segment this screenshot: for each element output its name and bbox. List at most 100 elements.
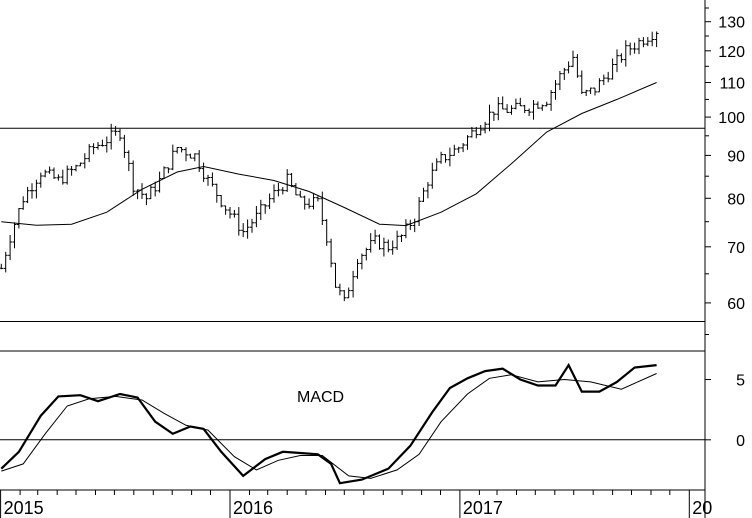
x-tick-label: 2016 bbox=[233, 498, 273, 518]
ohlc-bar-148 bbox=[650, 31, 655, 47]
ohlc-bar-25 bbox=[109, 123, 114, 150]
ohlc-bar-60 bbox=[263, 204, 268, 214]
ohlc-bar-52 bbox=[228, 207, 232, 219]
price-y-tick-label: 110 bbox=[719, 76, 745, 93]
ohlc-bar-69 bbox=[302, 195, 307, 210]
ohlc-bar-23 bbox=[100, 139, 105, 147]
ohlc-bar-32 bbox=[140, 183, 144, 199]
ohlc-bar-91 bbox=[399, 234, 404, 242]
ohlc-bar-36 bbox=[157, 171, 162, 193]
ohlc-bar-117 bbox=[513, 98, 518, 110]
moving-average-line bbox=[1, 82, 657, 227]
ohlc-bar-90 bbox=[395, 230, 400, 250]
ohlc-bar-138 bbox=[606, 71, 611, 83]
ohlc-bar-105 bbox=[461, 143, 466, 153]
ohlc-bar-44 bbox=[192, 153, 197, 162]
ohlc-bar-50 bbox=[219, 195, 224, 208]
ohlc-bar-1 bbox=[3, 251, 8, 273]
ohlc-bar-78 bbox=[342, 290, 347, 302]
price-horizontal-lines bbox=[0, 127, 705, 322]
ohlc-bar-130 bbox=[571, 50, 575, 68]
ohlc-bar-20 bbox=[87, 144, 92, 163]
ohlc-bar-18 bbox=[78, 162, 83, 167]
ohlc-bar-147 bbox=[645, 37, 650, 47]
ohlc-bar-86 bbox=[377, 234, 382, 250]
ohlc-bar-83 bbox=[364, 247, 369, 261]
ohlc-bar-65 bbox=[285, 169, 290, 192]
ohlc-bar-61 bbox=[267, 193, 272, 210]
ohlc-bar-76 bbox=[333, 262, 338, 288]
ohlc-bar-100 bbox=[439, 151, 444, 164]
ohlc-bar-128 bbox=[562, 67, 567, 80]
ohlc-bar-133 bbox=[584, 89, 589, 96]
ohlc-bar-26 bbox=[113, 126, 118, 136]
x-tick-label: 2017 bbox=[463, 498, 503, 518]
ohlc-bar-101 bbox=[443, 154, 448, 163]
ohlc-bar-107 bbox=[469, 127, 474, 138]
ohlc-bar-85 bbox=[373, 229, 378, 244]
price-y-tick-label: 100 bbox=[718, 110, 745, 127]
ohlc-bar-67 bbox=[293, 183, 298, 196]
ohlc-bar-63 bbox=[276, 183, 281, 197]
ohlc-bar-53 bbox=[232, 209, 237, 218]
ohlc-bar-29 bbox=[126, 150, 131, 172]
ohlc-bar-97 bbox=[425, 182, 430, 199]
ohlc-bar-12 bbox=[52, 167, 56, 179]
ohlc-bar-112 bbox=[491, 111, 496, 121]
ohlc-bar-35 bbox=[153, 181, 158, 197]
ohlc-bar-45 bbox=[197, 150, 202, 172]
ohlc-bar-49 bbox=[214, 183, 219, 203]
ohlc-bar-123 bbox=[540, 104, 545, 111]
ohlc-bar-102 bbox=[447, 147, 452, 167]
macd-y-tick-label: 0 bbox=[736, 433, 745, 450]
signal-line bbox=[1, 373, 657, 479]
ohlc-bar-57 bbox=[250, 218, 254, 233]
ohlc-bar-24 bbox=[104, 136, 109, 153]
macd-y-axis: 05 bbox=[705, 373, 745, 450]
ohlc-bar-119 bbox=[522, 104, 527, 114]
ohlc-bar-139 bbox=[610, 58, 615, 80]
ohlc-bar-120 bbox=[527, 108, 532, 117]
ohlc-bar-14 bbox=[60, 169, 65, 185]
ohlc-bar-145 bbox=[637, 37, 641, 55]
ohlc-bar-72 bbox=[315, 196, 320, 202]
ohlc-bar-94 bbox=[412, 218, 417, 233]
ohlc-bar-48 bbox=[210, 172, 215, 187]
ohlc-bar-134 bbox=[588, 87, 593, 94]
ohlc-bar-41 bbox=[179, 147, 184, 153]
ohlc-bar-96 bbox=[421, 187, 426, 202]
ohlc-bar-132 bbox=[579, 70, 584, 94]
x-tick-label: 20 bbox=[692, 498, 712, 518]
ohlc-bar-51 bbox=[223, 205, 228, 215]
ohlc-bar-111 bbox=[487, 104, 492, 132]
ohlc-bar-135 bbox=[593, 87, 597, 96]
ohlc-bar-75 bbox=[329, 238, 334, 268]
ohlc-bar-127 bbox=[557, 70, 562, 90]
ohlc-bar-33 bbox=[144, 193, 149, 206]
ohlc-bar-124 bbox=[544, 101, 549, 107]
ohlc-bar-13 bbox=[56, 174, 61, 181]
ohlc-bar-136 bbox=[597, 78, 602, 93]
ohlc-bar-110 bbox=[483, 121, 488, 134]
ohlc-bar-129 bbox=[566, 61, 571, 74]
ohlc-bar-81 bbox=[355, 259, 360, 279]
price-y-tick-label: 80 bbox=[727, 191, 745, 208]
ohlc-bar-19 bbox=[82, 153, 87, 169]
ohlc-bar-30 bbox=[131, 160, 136, 196]
ohlc-bar-2 bbox=[8, 235, 13, 261]
ohlc-bar-8 bbox=[34, 179, 39, 199]
ohlc-bar-47 bbox=[206, 174, 210, 186]
ohlc-bar-89 bbox=[390, 240, 395, 255]
ohlc-bar-7 bbox=[30, 183, 34, 199]
ohlc-bar-77 bbox=[337, 283, 342, 296]
price-y-tick-label: 60 bbox=[727, 296, 745, 313]
ohlc-bar-37 bbox=[162, 166, 166, 179]
ohlc-bar-104 bbox=[456, 146, 461, 153]
ohlc-bar-126 bbox=[553, 80, 558, 100]
ohlc-bar-9 bbox=[38, 172, 43, 188]
ohlc-bar-39 bbox=[170, 144, 175, 171]
ohlc-bar-114 bbox=[500, 96, 505, 110]
ohlc-bar-87 bbox=[381, 237, 386, 257]
ohlc-bar-144 bbox=[632, 42, 637, 54]
